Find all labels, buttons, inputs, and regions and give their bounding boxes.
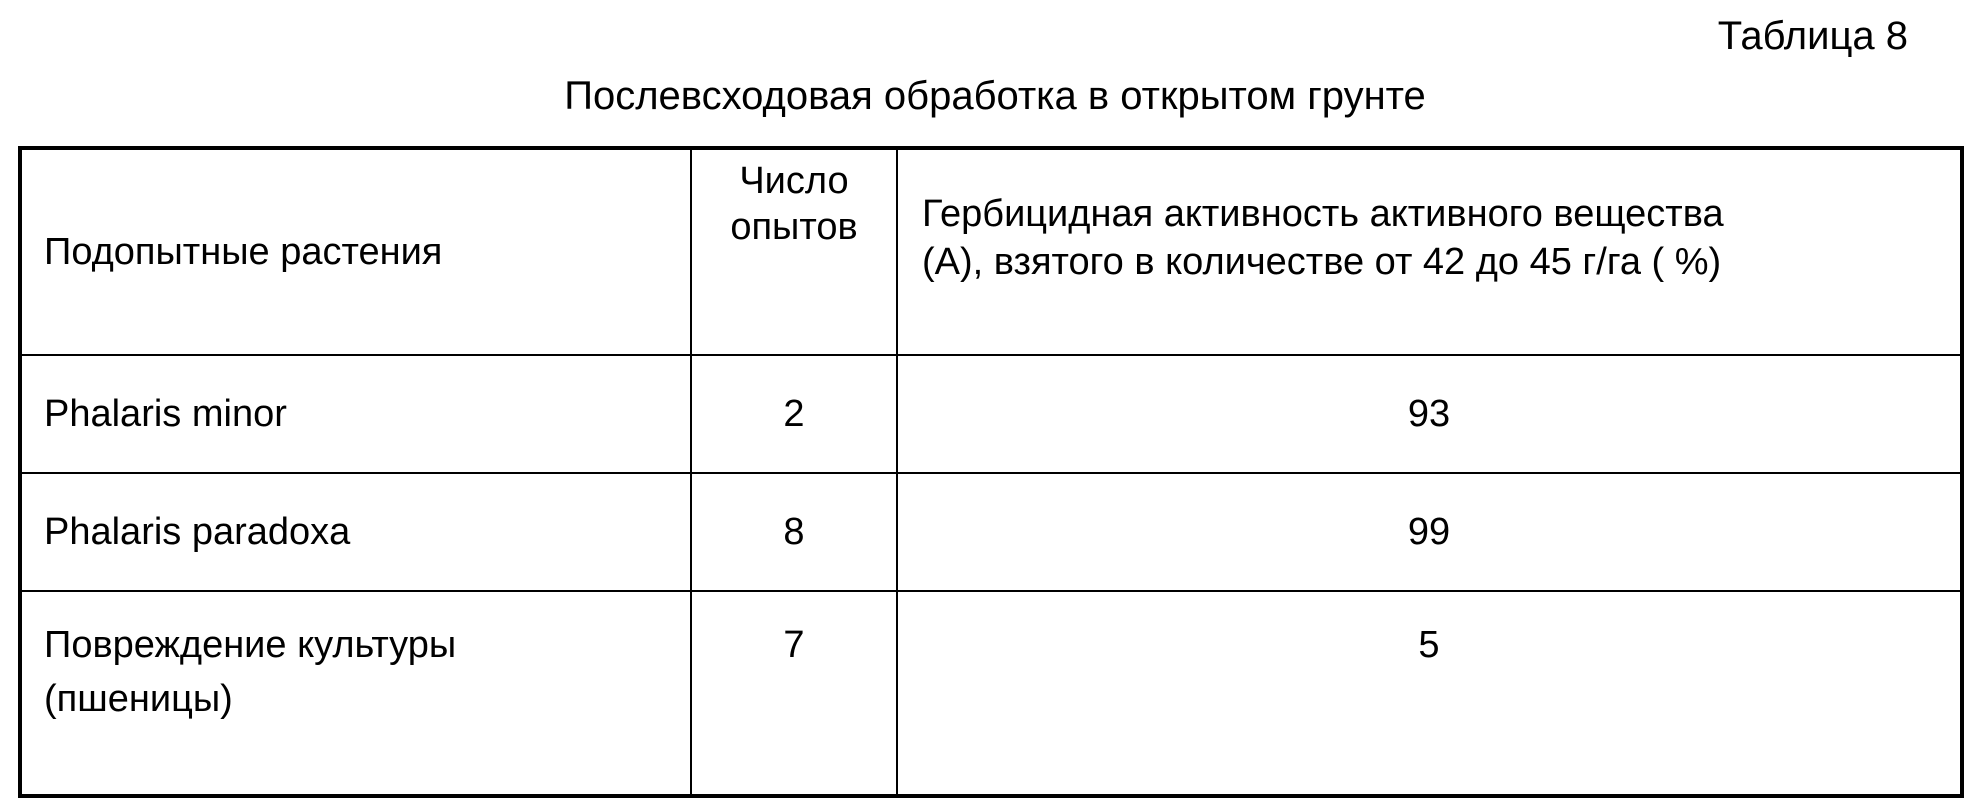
table-title: Послевсходовая обработка в открытом грун… <box>0 74 1980 119</box>
cell-activity: 93 <box>897 355 1962 473</box>
cell-activity: 5 <box>897 591 1962 796</box>
cell-count: 7 <box>691 591 897 796</box>
header-count-line1: Число <box>692 158 896 204</box>
header-activity: Гербицидная активность активного веществ… <box>897 148 1962 355</box>
header-row: Подопытные растения Число опытов Гербици… <box>20 148 1962 355</box>
header-activity-line2: (А), взятого в количестве от 42 до 45 г/… <box>922 238 1960 286</box>
cell-count: 2 <box>691 355 897 473</box>
cell-plant: Phalaris minor <box>20 355 691 473</box>
table-row: Phalaris paradoxa 8 99 <box>20 473 1962 591</box>
cell-plant-line1: Повреждение культуры <box>44 618 690 672</box>
cell-plant: Повреждение культуры (пшеницы) <box>20 591 691 796</box>
table-label: Таблица 8 <box>1718 14 1908 59</box>
header-count: Число опытов <box>691 148 897 355</box>
cell-plant: Phalaris paradoxa <box>20 473 691 591</box>
header-plants: Подопытные растения <box>20 148 691 355</box>
cell-activity: 99 <box>897 473 1962 591</box>
cell-plant-line2: (пшеницы) <box>44 672 690 726</box>
results-table: Подопытные растения Число опытов Гербици… <box>18 146 1964 798</box>
header-activity-line1: Гербицидная активность активного веществ… <box>922 190 1960 238</box>
cell-count: 8 <box>691 473 897 591</box>
table-row: Повреждение культуры (пшеницы) 7 5 <box>20 591 1962 796</box>
header-count-line2: опытов <box>692 204 896 250</box>
table-row: Phalaris minor 2 93 <box>20 355 1962 473</box>
